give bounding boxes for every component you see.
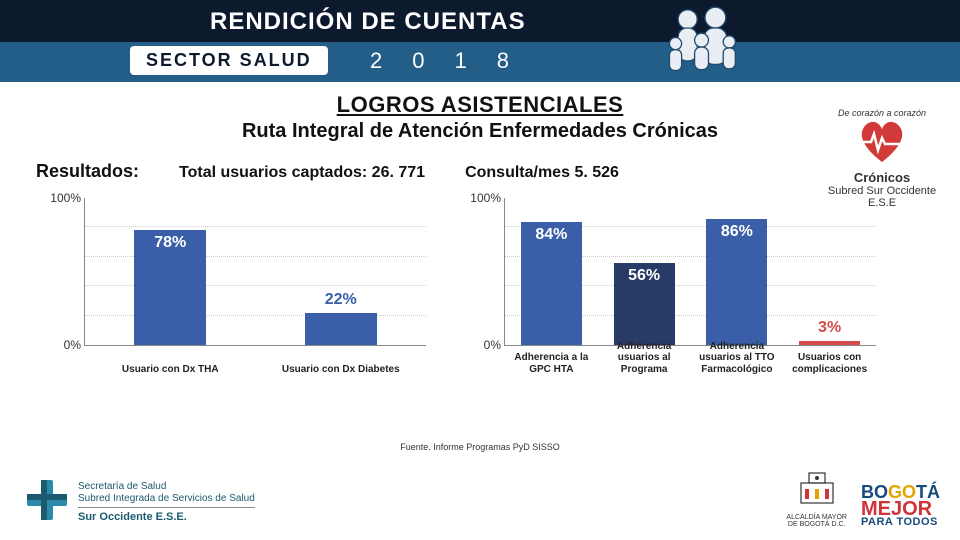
bar: 3%: [799, 341, 860, 345]
footer: Secretaría de Salud Subred Integrada de …: [0, 466, 960, 532]
bar-value-label: 56%: [614, 267, 675, 285]
sub-title: Ruta Integral de Atención Enfermedades C…: [0, 120, 960, 143]
bar-value-label: 86%: [706, 223, 767, 241]
ytick: 0%: [463, 338, 501, 352]
source-text: Fuente. Informe Programas PyD SISSO: [0, 442, 960, 452]
main-title: LOGROS ASISTENCIALES: [0, 92, 960, 118]
footer-right: ALCALDÍA MAYOR DE BOGOTÁ D.C. BOGOTÁ MEJ…: [786, 467, 940, 528]
chart-dx: 0% 100% 78% Usuario con Dx THA 22% Usuario co…: [40, 190, 430, 380]
consulta-label: Consulta/mes: [465, 164, 570, 181]
chart-dx-plot: 0%100%78%Usuario con Dx THA22%Usuario co…: [84, 198, 426, 346]
x-category-label: Adherencia a la GPC HTA: [505, 352, 598, 375]
x-category-label: Adherencia usuarios al Programa: [598, 341, 691, 376]
bogota-paratodos: PARA TODOS: [861, 518, 940, 528]
family-icon: [660, 2, 750, 85]
bogota-mejor-logo: BOGOTÁ MEJOR PARA TODOS: [861, 484, 940, 528]
x-category-label: Usuario con Dx THA: [85, 364, 256, 376]
alcaldia-line2: DE BOGOTÁ D.C.: [786, 521, 847, 528]
bar: 78%: [134, 230, 206, 345]
footer-left-line2: Sur Occidente E.S.E.: [78, 507, 255, 524]
captados-value: 26. 771: [372, 164, 425, 181]
results-captados: Total usuarios captados: 26. 771: [179, 164, 425, 182]
bar-value-label: 84%: [521, 226, 582, 244]
cronicos-arc-text: De corazón a corazón: [822, 108, 942, 118]
banner-content: RENDICIÓN DE CUENTAS SECTOR SALUD 2018: [0, 0, 960, 82]
ytick: 100%: [43, 191, 81, 205]
chart-adherencia: 0% 100% 84% Adherencia a la GPC HTA 56% Adher…: [460, 190, 880, 380]
footer-left-line1a: Secretaría de Salud: [78, 481, 255, 493]
captados-label: Total usuarios captados:: [179, 164, 367, 181]
results-consulta: Consulta/mes 5. 526: [465, 164, 619, 182]
chart-adherencia-plot: 0%100%84%Adherencia a la GPC HTA56%Adher…: [504, 198, 876, 346]
ytick: 0%: [43, 338, 81, 352]
consulta-value: 5. 526: [574, 164, 618, 181]
bar-value-label: 3%: [799, 319, 860, 337]
banner-sector-pill: SECTOR SALUD: [130, 46, 328, 75]
charts-row: 0% 100% 78% Usuario con Dx THA 22% Usuario co…: [0, 190, 960, 380]
bar: 84%: [521, 222, 582, 345]
results-label: Resultados:: [36, 161, 139, 182]
alcaldia-logo: ALCALDÍA MAYOR DE BOGOTÁ D.C.: [786, 467, 847, 528]
banner-year: 2018: [370, 48, 539, 74]
x-category-label: Usuario con Dx Diabetes: [256, 364, 427, 376]
alcaldia-line1: ALCALDÍA MAYOR: [786, 514, 847, 521]
footer-left-text: Secretaría de Salud Subred Integrada de …: [78, 481, 255, 524]
health-cross-icon: [24, 477, 70, 528]
header-banner: RENDICIÓN DE CUENTAS SECTOR SALUD 2018: [0, 0, 960, 82]
footer-left-line1b: Subred Integrada de Servicios de Salud: [78, 493, 255, 505]
heart-icon: [822, 118, 942, 169]
footer-left-logo: Secretaría de Salud Subred Integrada de …: [24, 477, 255, 528]
x-category-label: Usuarios con complicaciones: [783, 352, 876, 375]
ytick: 100%: [463, 191, 501, 205]
banner-title: RENDICIÓN DE CUENTAS: [210, 8, 526, 36]
bar: 86%: [706, 219, 767, 345]
bar-value-label: 78%: [134, 234, 206, 252]
bar: 22%: [305, 313, 377, 345]
cronicos-title: Crónicos: [822, 171, 942, 185]
bar: 56%: [614, 263, 675, 345]
x-category-label: Adherencia usuarios al TTO Farmacológico: [691, 341, 784, 376]
bar-value-label: 22%: [305, 291, 377, 309]
